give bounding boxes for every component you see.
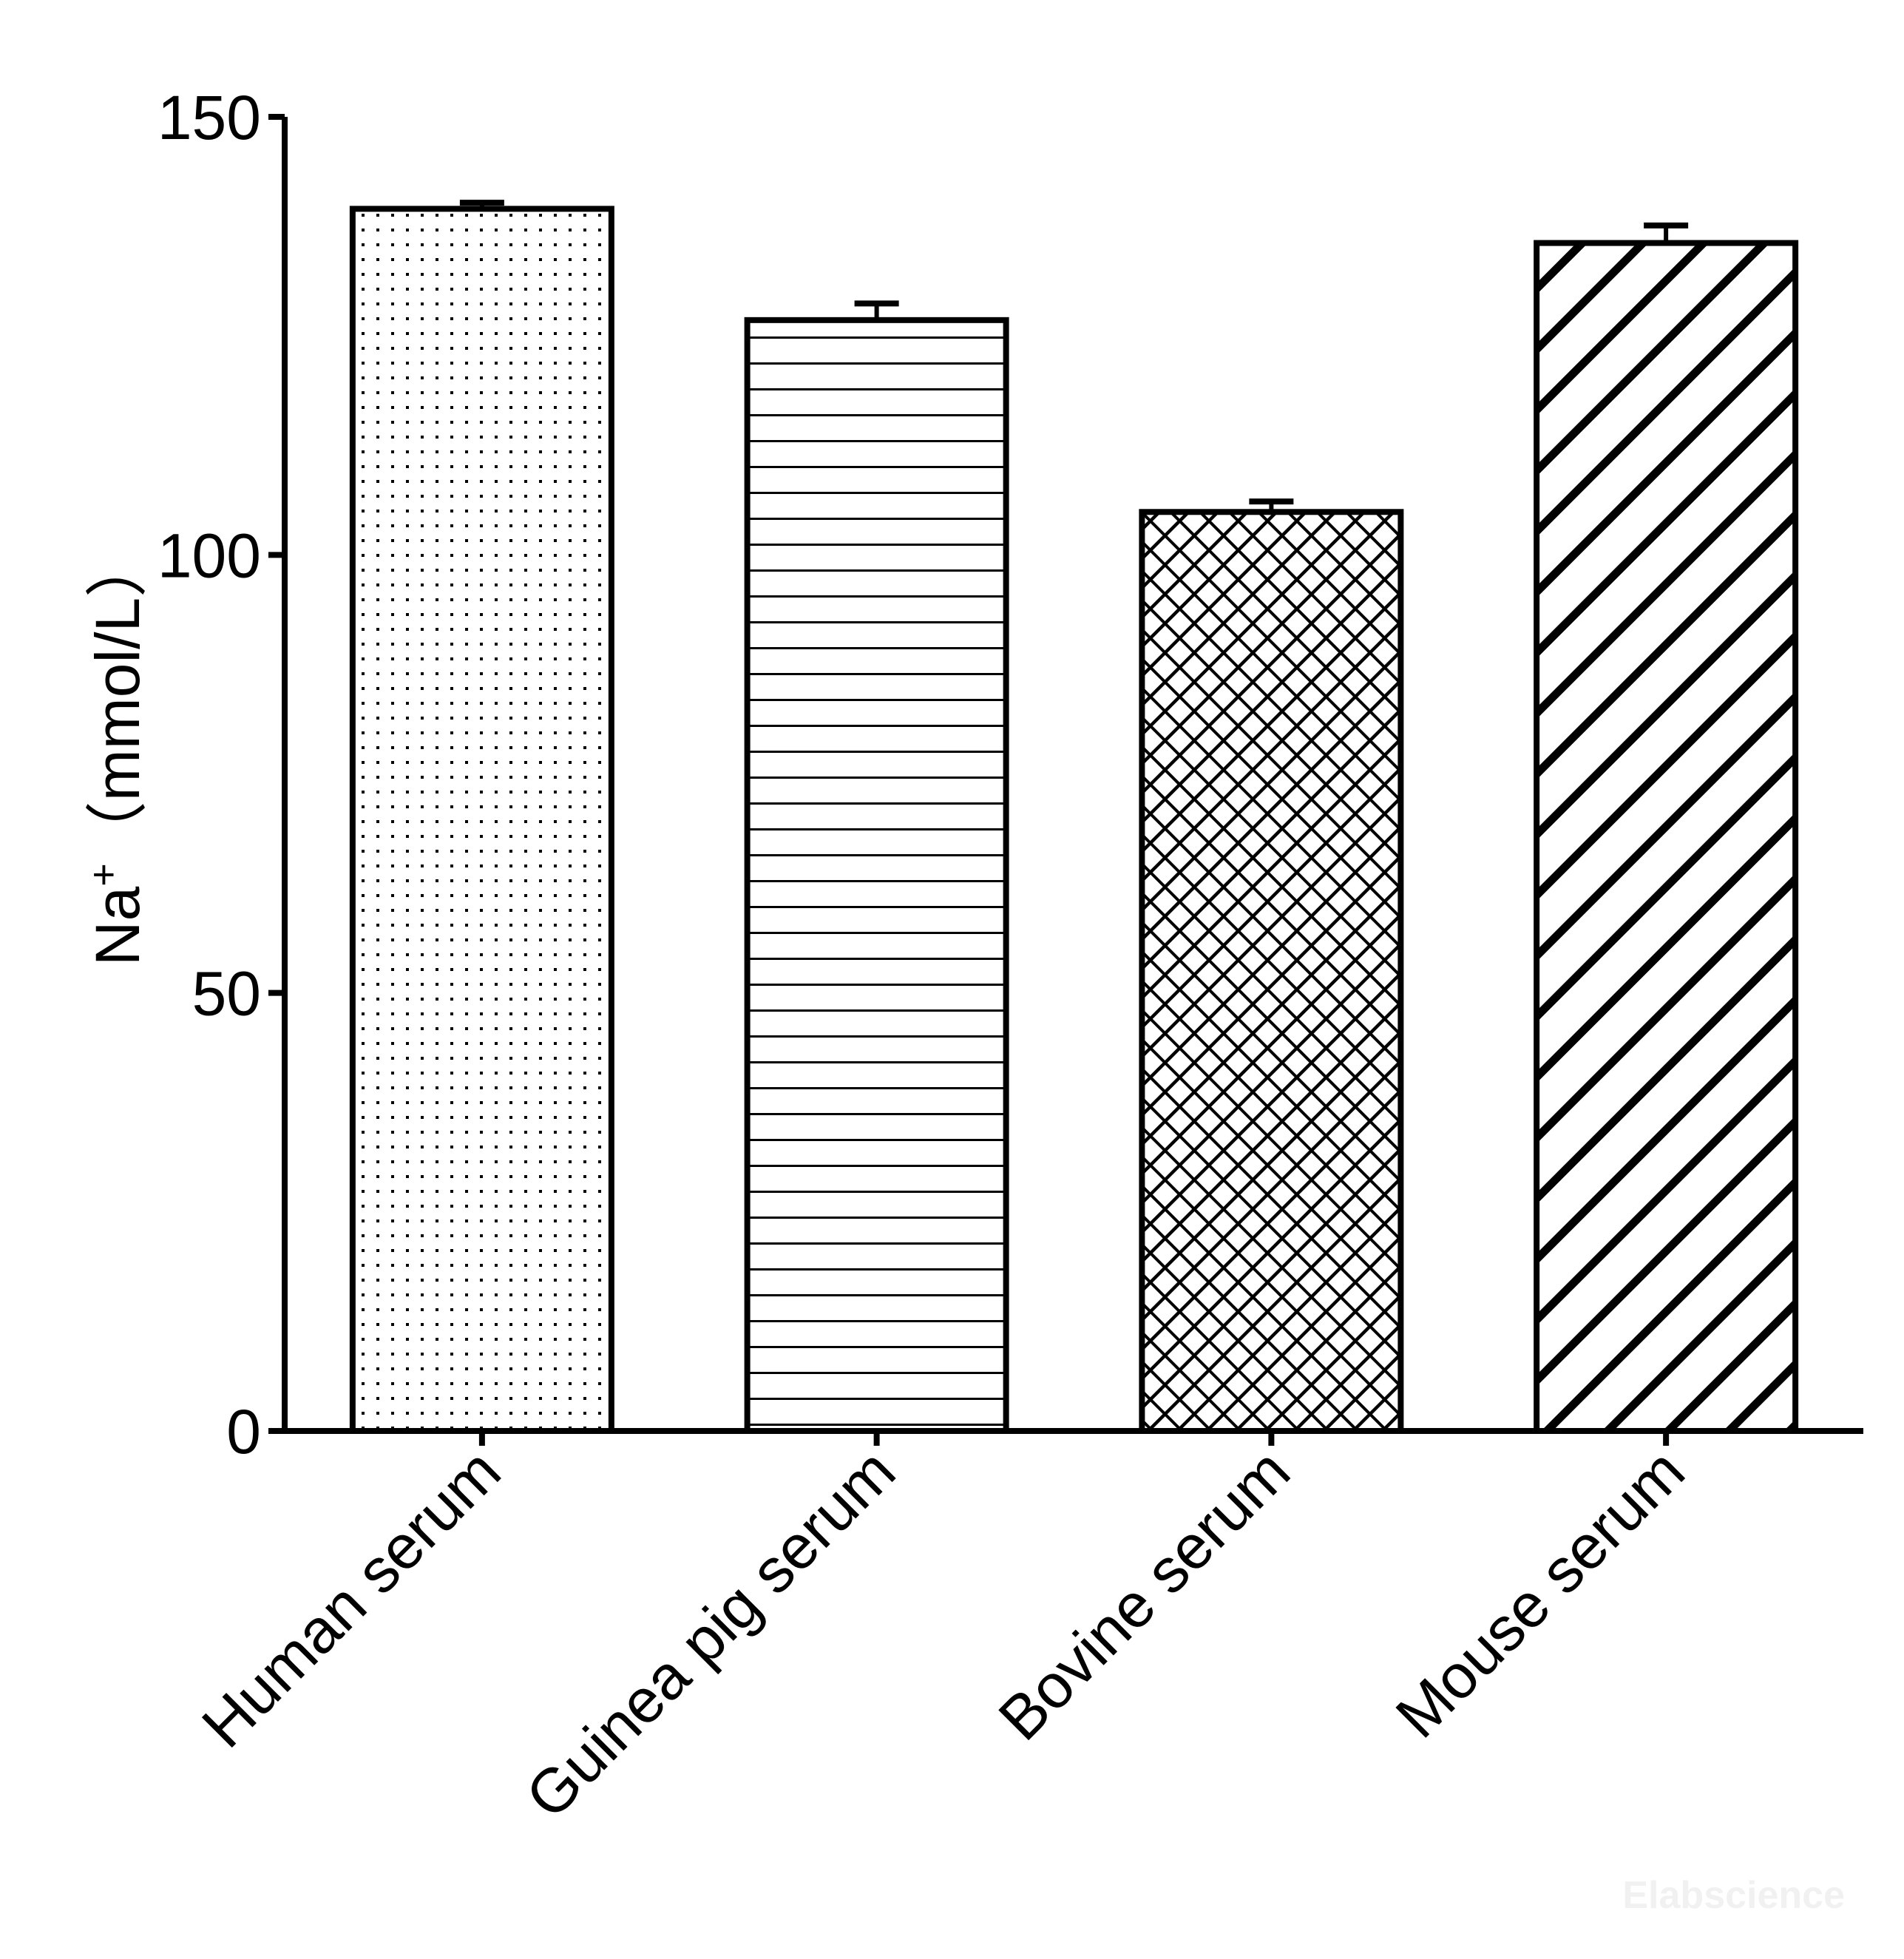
y-axis-ticks: 0 50 100 150 [157,83,285,1466]
bar-pattern-crosshatch [1142,512,1401,1431]
bar-pattern-diagonal-stripes [1537,243,1796,1431]
bar-pattern-dots [352,209,611,1431]
y-tick-label: 100 [157,521,261,590]
x-tick-label: Human serum [189,1435,513,1760]
bar-pattern-horizontal-lines [747,319,1006,1431]
x-tick-label: Mouse serum [1383,1435,1698,1750]
y-axis-title-superscript: + [81,863,126,887]
x-tick-label: Guinea pig serum [512,1435,908,1831]
y-axis-title: Na+（mmol/L） [81,535,152,966]
y-tick-label: 50 [192,959,261,1029]
bars-layer [349,206,1799,1434]
y-axis-title-unit: （mmol/L） [83,535,152,863]
x-tick-label: Bovine serum [985,1435,1303,1753]
error-bars-layer [459,200,1689,512]
y-tick-label: 150 [157,83,261,152]
watermark-text: Elabscience [1622,1874,1845,1917]
y-tick-label: 0 [226,1397,261,1466]
y-axis-title-main: Na [83,887,152,967]
